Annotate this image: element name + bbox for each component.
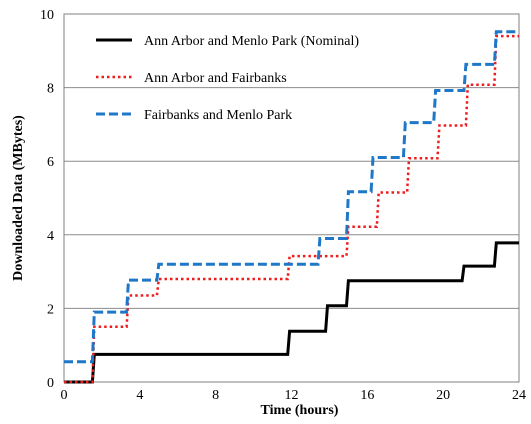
series-line-3 — [64, 30, 519, 364]
x-tick-label: 4 — [136, 388, 143, 403]
y-tick-label: 6 — [47, 155, 54, 170]
y-tick-label: 10 — [40, 8, 54, 23]
y-tick-labels: 0 2 4 6 8 10 — [40, 8, 54, 391]
series-line-1 — [64, 241, 519, 384]
y-tick-label: 8 — [47, 82, 54, 97]
grid — [64, 87, 519, 309]
x-tick-label: 12 — [285, 388, 299, 403]
series-layer — [64, 30, 519, 384]
x-tick-labels: 0 4 8 12 16 20 24 — [61, 388, 527, 403]
legend-label-2: Ann Arbor and Fairbanks — [144, 71, 287, 86]
y-axis-title: Downloaded Data (MBytes) — [11, 115, 26, 281]
y-tick-label: 4 — [47, 229, 54, 244]
y-tick-label: 0 — [47, 376, 54, 391]
x-tick-label: 20 — [436, 388, 450, 403]
x-tick-label: 8 — [212, 388, 219, 403]
series-line-2 — [64, 34, 519, 384]
legend-label-1: Ann Arbor and Menlo Park (Nominal) — [144, 34, 359, 49]
plot-frame — [63, 13, 520, 383]
legend: Ann Arbor and Menlo Park (Nominal) Ann Ar… — [96, 34, 359, 123]
x-tick-label: 24 — [512, 388, 526, 403]
x-axis-title: Time (hours) — [261, 403, 339, 418]
legend-label-3: Fairbanks and Menlo Park — [144, 108, 292, 123]
x-tick-label: 16 — [360, 388, 374, 403]
x-tick-label: 0 — [61, 388, 68, 403]
y-tick-label: 2 — [47, 302, 54, 317]
